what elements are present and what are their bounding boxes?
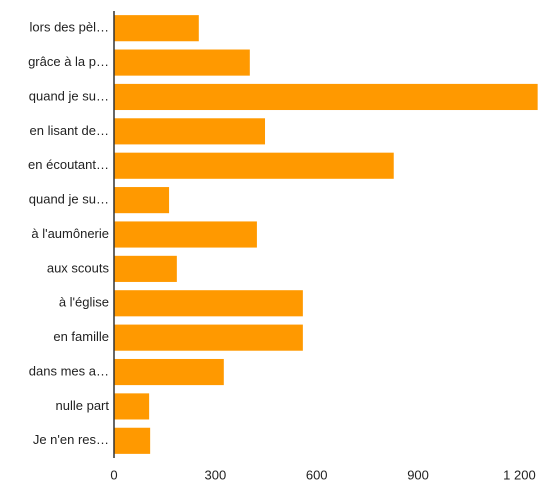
y-tick-label: en écoutant… (28, 157, 109, 172)
bar (114, 221, 257, 248)
y-tick-label: quand je su… (29, 192, 109, 207)
bar (114, 358, 224, 386)
y-tick-label: quand je su… (29, 88, 109, 103)
bar (114, 49, 250, 76)
y-tick-label: grâce à la p… (28, 54, 109, 69)
bar (114, 152, 394, 179)
y-tick-label: dans mes a… (29, 363, 109, 378)
y-tick-label: nulle part (56, 398, 110, 413)
y-tick-label: en famille (53, 329, 109, 344)
y-tick-label: aux scouts (47, 260, 110, 275)
bar (114, 393, 150, 420)
bar (114, 83, 538, 111)
x-tick-label: 0 (110, 467, 117, 482)
bar (114, 15, 199, 42)
y-tick-label: à l'église (59, 295, 109, 310)
y-tick-label: à l'aumônerie (31, 226, 109, 241)
x-tick-label: 1 200 (503, 467, 536, 482)
y-tick-label: lors des pèl… (30, 20, 109, 35)
y-tick-label: Je n'en res… (33, 432, 109, 447)
y-tick-label: en lisant de… (30, 123, 110, 138)
bar (114, 427, 151, 454)
bar (114, 324, 303, 351)
x-tick-label: 300 (205, 467, 227, 482)
bar (114, 187, 170, 214)
x-tick-label: 900 (407, 467, 429, 482)
bar (114, 118, 266, 145)
x-tick-label: 600 (306, 467, 328, 482)
bar (114, 255, 177, 282)
bar (114, 290, 303, 317)
